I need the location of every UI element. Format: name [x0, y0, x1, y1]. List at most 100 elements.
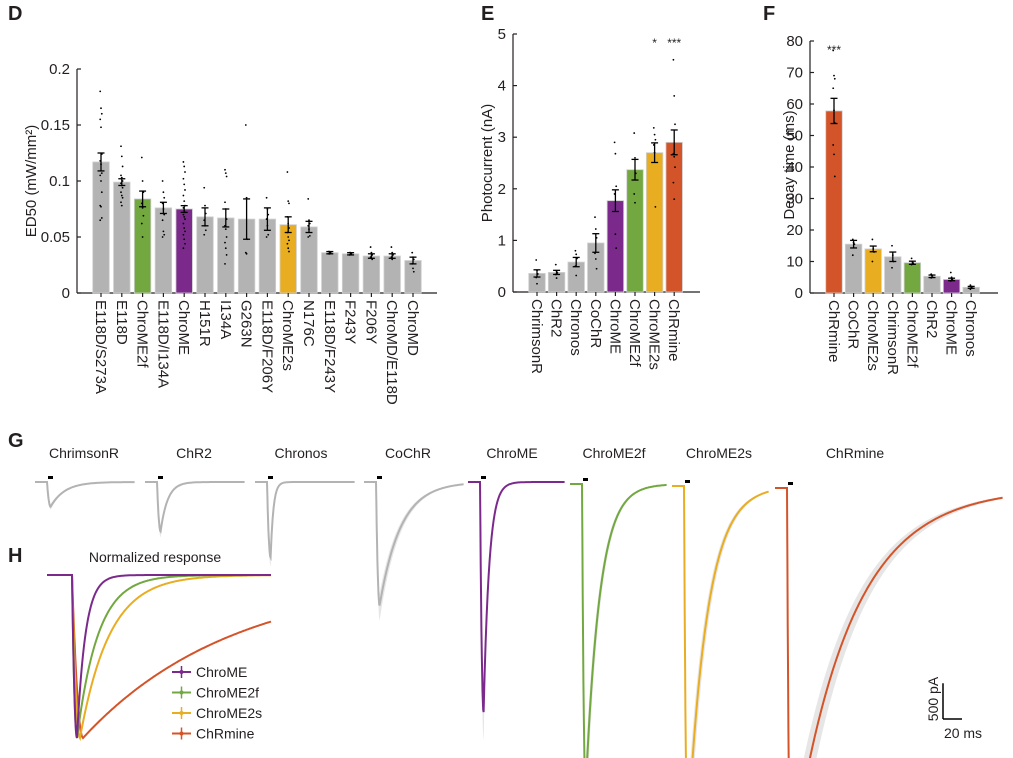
data-point: [121, 186, 124, 189]
stimulus-marker: [481, 476, 486, 479]
category-label: ChroMD: [404, 300, 421, 356]
data-point: [100, 112, 103, 115]
y-tick-label: 0: [62, 285, 70, 302]
data-point: [203, 186, 206, 189]
bar: [903, 262, 922, 294]
category-label: Chronos: [962, 300, 979, 357]
y-tick-label: 40: [786, 159, 803, 176]
y-tick-label: 20: [786, 222, 803, 239]
data-point: [653, 133, 656, 136]
data-point: [633, 132, 636, 134]
data-point: [183, 215, 186, 218]
y-tick-label: 3: [498, 129, 506, 146]
scale-bar-y-label: 500 pA: [925, 676, 941, 721]
data-point: [245, 252, 248, 255]
data-point: [140, 222, 143, 225]
category-label: ChRmine: [825, 300, 842, 363]
data-point: [182, 213, 185, 216]
data-point: [162, 191, 165, 194]
data-point: [121, 196, 124, 199]
bar: [321, 252, 339, 294]
bar: [133, 198, 152, 294]
category-label: ChrimsonR: [884, 300, 901, 375]
legend-marker: [179, 711, 184, 715]
data-point: [307, 198, 310, 200]
data-point: [949, 271, 952, 274]
data-point: [286, 171, 289, 173]
bar: [154, 207, 173, 294]
bar: [196, 216, 214, 294]
bar: [606, 200, 625, 293]
trace-line: [35, 481, 135, 509]
panel-letter-g: G: [8, 430, 24, 452]
data-point: [120, 204, 123, 207]
data-point: [204, 204, 206, 207]
data-point: [833, 175, 836, 178]
category-label: F206Y: [362, 300, 379, 344]
data-point: [371, 258, 374, 261]
data-point: [288, 239, 290, 242]
data-point: [555, 277, 558, 279]
data-point: [575, 274, 578, 277]
stimulus-marker: [377, 476, 382, 479]
bar: [923, 275, 941, 294]
trace-line: [468, 481, 565, 713]
data-point: [833, 153, 835, 156]
data-point: [162, 230, 165, 233]
category-label: ChroME2s: [646, 299, 663, 370]
data-point: [204, 229, 207, 232]
scale-bar-x-label: 20 ms: [944, 725, 982, 741]
data-point: [141, 236, 144, 238]
data-point: [673, 155, 676, 158]
data-point: [142, 214, 145, 217]
category-label: ChRmine: [665, 299, 682, 362]
data-point: [536, 282, 538, 285]
y-tick-label: 0.05: [41, 229, 70, 246]
chart-title: Normalized response: [89, 549, 221, 565]
data-point: [595, 267, 598, 270]
data-point: [100, 107, 102, 110]
normalized-trace: [47, 574, 272, 740]
chart-h-normalized-response: Normalized response ChroME ChroME2f ChroME2…: [47, 549, 272, 742]
data-point: [574, 249, 577, 252]
bar: [665, 141, 683, 293]
data-point: [308, 234, 311, 237]
data-point: [308, 219, 310, 222]
data-point: [224, 247, 227, 250]
data-point: [100, 217, 103, 219]
data-point: [615, 185, 618, 188]
bar: [626, 169, 644, 293]
data-point: [183, 238, 186, 241]
data-point: [833, 74, 835, 77]
y-tick-label: 80: [786, 33, 803, 50]
data-point: [184, 171, 186, 173]
data-point: [369, 246, 372, 248]
data-point: [120, 201, 122, 204]
data-point: [672, 58, 675, 61]
category-label: I134A: [217, 300, 234, 339]
legend-marker: [179, 731, 184, 736]
panel-letter-h: H: [8, 545, 22, 567]
data-point: [224, 172, 227, 175]
legend-label: ChRmine: [196, 726, 255, 742]
data-point: [184, 242, 186, 245]
significance-marker: ***: [667, 36, 681, 50]
data-point: [871, 238, 874, 241]
data-point: [286, 242, 289, 245]
panel-letter-f: F: [763, 3, 775, 25]
data-point: [267, 233, 270, 236]
y-tick-label: 0.1: [49, 173, 70, 190]
data-point: [183, 165, 186, 168]
data-point: [184, 230, 186, 233]
data-point: [184, 218, 186, 220]
data-point: [614, 233, 617, 236]
category-label: ChroME2f: [134, 300, 151, 368]
bar: [547, 271, 566, 293]
data-point: [833, 77, 836, 80]
data-point: [224, 228, 227, 231]
data-point: [391, 251, 394, 254]
bar: [383, 255, 401, 294]
trace-title: ChroME2s: [686, 445, 752, 461]
data-point: [265, 236, 268, 238]
